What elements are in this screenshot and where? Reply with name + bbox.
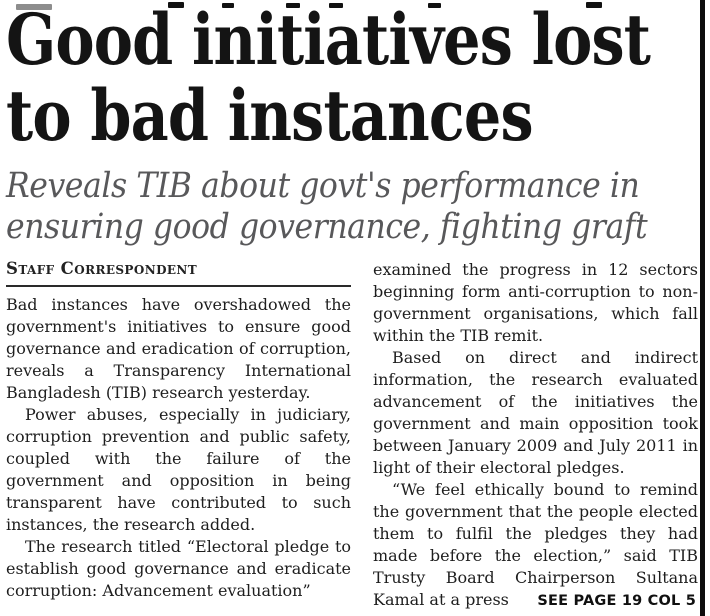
continuation-jump-line: SEE PAGE 19 COL 5 — [537, 593, 696, 609]
column-1: Staff Correspondent Bad instances have o… — [6, 259, 351, 602]
crop-artifact — [16, 4, 52, 10]
crop-artifact — [329, 3, 343, 8]
headline-line-1: Good initiatives lost — [6, 0, 651, 81]
column-2: examined the progress in 12 sectors begi… — [373, 259, 698, 611]
crop-artifact — [286, 3, 300, 8]
crop-artifact — [168, 2, 184, 8]
byline-rule — [6, 285, 351, 287]
page-edge-rule — [700, 0, 705, 616]
paragraph: examined the progress in 12 sectors begi… — [373, 260, 698, 345]
crop-artifact — [586, 2, 602, 8]
byline: Staff Correspondent — [6, 259, 198, 278]
article: Good initiatives lost to bad instances R… — [6, 0, 698, 611]
subheadline-line-2: ensuring good governance, fighting graft — [6, 207, 648, 247]
subheadline-line-1: Reveals TIB about govt's performance in — [6, 166, 640, 206]
crop-artifact — [428, 3, 441, 8]
paragraph: The research titled “Electoral pledge to… — [6, 537, 351, 600]
paragraph: Based on direct and indirect information… — [373, 348, 698, 477]
paragraph: Bad instances have overshadowed the gove… — [6, 295, 351, 402]
crop-artifact — [222, 3, 234, 8]
paragraph: “We feel ethically bound to remind the g… — [373, 480, 698, 609]
headline-line-2: to bad instances — [6, 74, 534, 157]
subheadline: Reveals TIB about govt's performance in … — [6, 166, 648, 248]
article-body: Staff Correspondent Bad instances have o… — [6, 259, 698, 611]
headline: Good initiatives lost to bad instances — [6, 0, 651, 157]
paragraph: Power abuses, especially in judiciary, c… — [6, 405, 351, 534]
